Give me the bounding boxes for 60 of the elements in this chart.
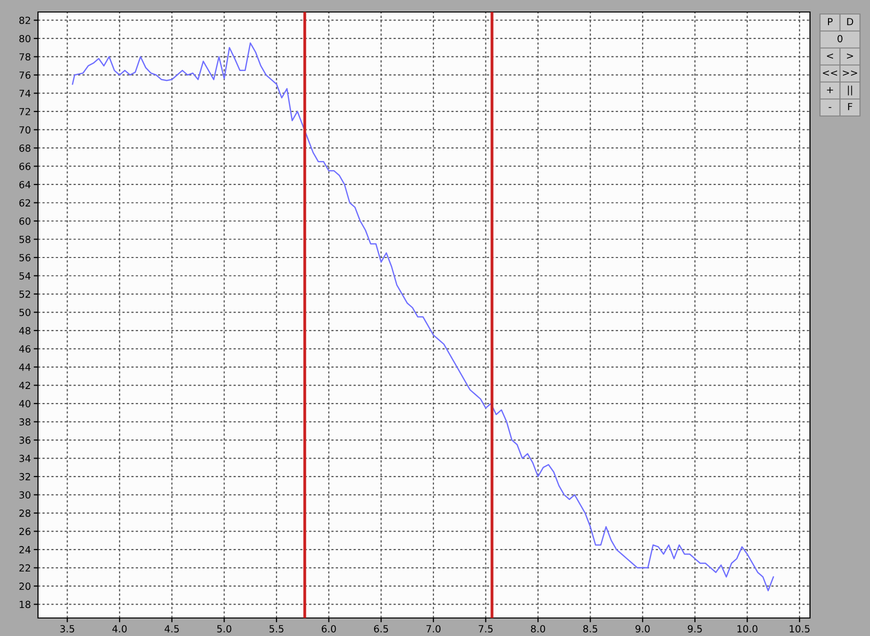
text: > — [846, 54, 854, 59]
y-tick-label: 28 — [19, 510, 30, 517]
text: >> — [842, 70, 858, 76]
y-tick-label: 56 — [19, 254, 30, 262]
y-tick-label: 22 — [19, 564, 30, 572]
y-tick-label: 24 — [19, 546, 31, 554]
y-tick-label: 30 — [19, 491, 30, 499]
y-tick-label: 20 — [19, 582, 30, 590]
x-tick-label: 3.5 — [60, 625, 74, 632]
y-tick-label: 52 — [19, 290, 30, 298]
y-tick-label: 26 — [19, 528, 30, 536]
x-tick-label: 5.5 — [270, 625, 284, 632]
y-tick-label: 46 — [19, 345, 30, 353]
text: F — [848, 103, 852, 110]
x-tick-label: 4.0 — [112, 625, 127, 632]
x-tick-label: 4.5 — [164, 625, 179, 632]
text: - — [828, 107, 832, 108]
y-tick-label: 32 — [19, 473, 30, 480]
text: P — [828, 18, 833, 26]
y-tick-label: 62 — [19, 199, 30, 207]
y-tick-label: 50 — [19, 308, 30, 316]
y-tick-label: 48 — [19, 326, 30, 334]
x-tick-label: 10.5 — [790, 625, 810, 632]
y-tick-label: 76 — [19, 71, 30, 79]
y-tick-label: 74 — [19, 90, 31, 97]
y-tick-label: 78 — [19, 53, 30, 61]
y-tick-label: 60 — [19, 217, 30, 225]
text: || — [848, 86, 852, 96]
y-tick-label: 42 — [19, 382, 30, 389]
y-tick-label: 44 — [19, 364, 31, 371]
x-tick-label: 7.0 — [426, 625, 440, 632]
x-tick-label: 8.0 — [530, 625, 546, 632]
y-tick-label: 64 — [19, 180, 31, 188]
y-tick-label: 70 — [19, 126, 30, 134]
text: << — [822, 70, 838, 76]
y-tick-label: 38 — [19, 418, 30, 426]
y-tick-label: 54 — [19, 272, 31, 280]
y-tick-label: 68 — [19, 144, 30, 152]
x-tick-label: 10.0 — [737, 625, 758, 632]
line-series — [72, 42, 774, 592]
y-tick-label: 40 — [19, 400, 30, 408]
y-tick-label: 72 — [19, 108, 30, 116]
y-tick-label: 66 — [19, 162, 30, 170]
x-tick-label: 7.5 — [478, 625, 493, 632]
y-tick-label: 36 — [19, 436, 30, 444]
text: + — [826, 87, 834, 94]
x-tick-label: 6.0 — [322, 625, 336, 632]
text: < — [826, 54, 834, 59]
x-tick-label: 5.0 — [217, 625, 232, 632]
x-tick-label: 8.5 — [583, 625, 598, 632]
y-tick-label: 82 — [19, 16, 30, 24]
x-tick-label: 9.5 — [688, 625, 702, 632]
y-tick-label: 18 — [20, 600, 30, 608]
x-tick-label: 9.0 — [636, 625, 650, 632]
text: 0 — [838, 34, 842, 42]
x-tick-label: 6.5 — [374, 625, 388, 632]
y-tick-label: 58 — [19, 236, 30, 244]
y-tick-label: 34 — [19, 454, 31, 462]
text: D — [847, 18, 854, 26]
y-tick-label: 80 — [19, 34, 30, 42]
